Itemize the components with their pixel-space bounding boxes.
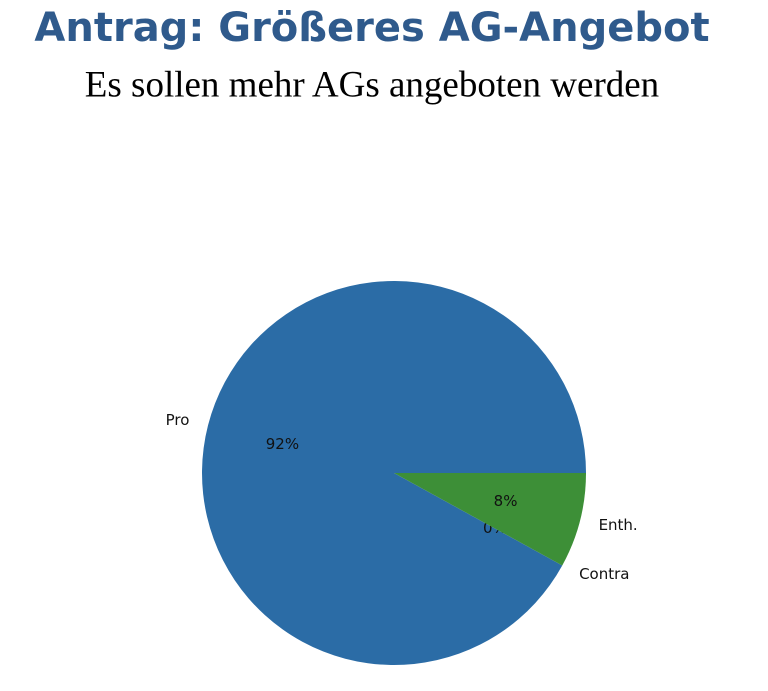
percent-label: 92%	[266, 435, 299, 453]
percent-label: 8%	[494, 492, 518, 510]
chart-title: Antrag: Größeres AG-Angebot	[34, 5, 709, 51]
slice-label: Contra	[579, 565, 629, 583]
chart-subtitle: Es sollen mehr AGs angeboten werden	[85, 64, 659, 105]
slice-label: Pro	[166, 411, 190, 429]
pie-slice	[202, 280, 586, 665]
slice-label: Enth.	[599, 516, 638, 534]
pie-slice	[394, 473, 586, 566]
pie-slice	[394, 473, 563, 566]
